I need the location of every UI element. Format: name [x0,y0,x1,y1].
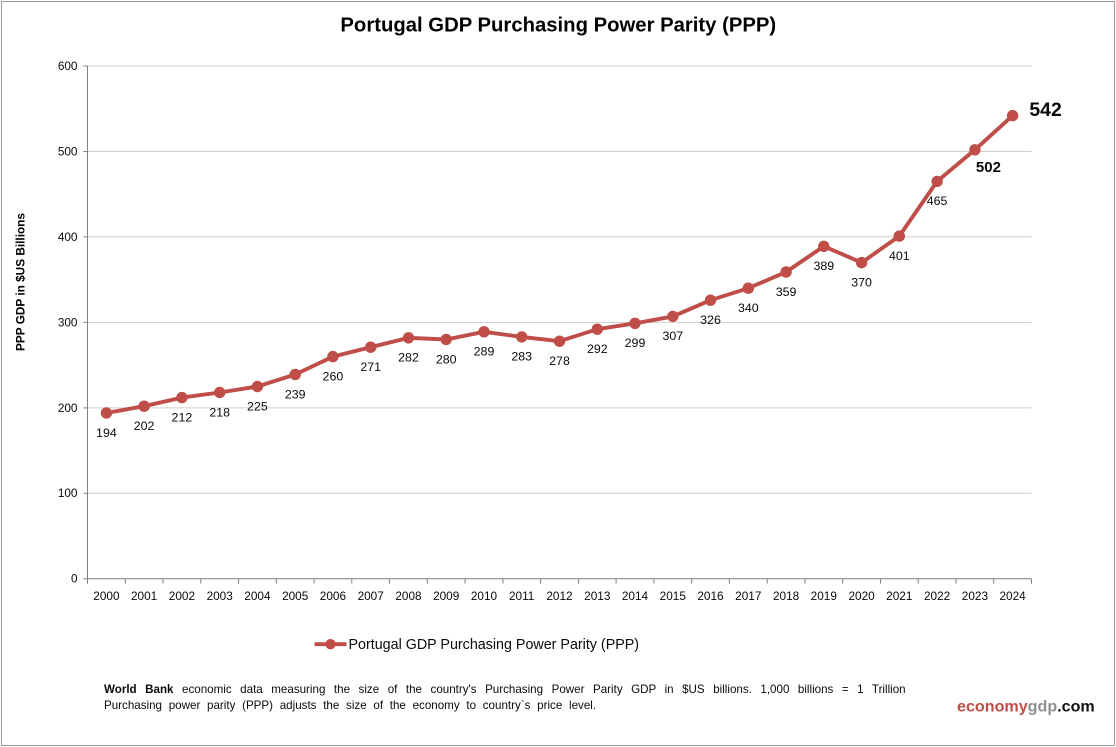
svg-text:2008: 2008 [395,589,422,603]
svg-text:300: 300 [58,315,78,329]
svg-text:2019: 2019 [811,589,837,603]
svg-text:307: 307 [662,329,683,343]
svg-text:2003: 2003 [207,589,234,603]
svg-text:218: 218 [209,405,230,419]
svg-text:2012: 2012 [546,589,572,603]
svg-text:542: 542 [1029,99,1061,121]
svg-text:326: 326 [700,313,721,327]
svg-text:370: 370 [851,275,872,289]
svg-text:2010: 2010 [471,589,498,603]
svg-text:359: 359 [776,285,797,299]
svg-text:340: 340 [738,301,759,315]
svg-text:0: 0 [71,572,78,586]
svg-text:200: 200 [58,401,78,415]
svg-text:292: 292 [587,342,608,356]
svg-text:202: 202 [134,419,155,433]
svg-text:100: 100 [58,486,78,500]
svg-text:401: 401 [889,249,910,263]
svg-text:World Bank economic data meas: World Bank economic data measuring the s… [104,683,906,696]
svg-text:2002: 2002 [169,589,195,603]
svg-text:2004: 2004 [244,589,271,603]
svg-text:2016: 2016 [697,589,724,603]
svg-text:2007: 2007 [358,589,384,603]
svg-text:2015: 2015 [660,589,687,603]
svg-text:2005: 2005 [282,589,309,603]
svg-text:282: 282 [398,351,419,365]
svg-text:2001: 2001 [131,589,157,603]
svg-text:PPP GDP in $US Billions: PPP GDP in $US Billions [14,213,28,351]
svg-text:271: 271 [360,360,381,374]
svg-text:400: 400 [58,230,78,244]
svg-text:2000: 2000 [93,589,120,603]
svg-text:289: 289 [474,345,495,359]
svg-text:465: 465 [927,194,948,208]
svg-text:Purchasing power parity (PPP): Purchasing power parity (PPP) adjusts th… [104,699,596,712]
svg-text:502: 502 [976,159,1001,176]
svg-text:389: 389 [813,259,834,273]
svg-text:283: 283 [511,350,532,364]
svg-text:260: 260 [323,369,344,383]
svg-text:2017: 2017 [735,589,761,603]
svg-text:500: 500 [58,144,78,158]
svg-text:economygdp.com: economygdp.com [957,698,1095,716]
svg-text:2009: 2009 [433,589,459,603]
svg-text:2011: 2011 [509,589,534,603]
svg-text:Portugal GDP Purchasing Power: Portugal GDP Purchasing Power Parity (PP… [340,15,776,37]
svg-text:239: 239 [285,387,306,401]
svg-text:2014: 2014 [622,589,649,603]
svg-text:225: 225 [247,399,268,413]
svg-text:212: 212 [172,410,193,424]
svg-text:2020: 2020 [848,589,875,603]
svg-text:2022: 2022 [924,589,950,603]
svg-text:194: 194 [96,426,117,440]
svg-text:2024: 2024 [999,589,1026,603]
svg-text:278: 278 [549,354,570,368]
svg-text:2023: 2023 [962,589,989,603]
svg-text:Portugal GDP Purchasing Power: Portugal GDP Purchasing Power Parity (PP… [349,637,640,653]
svg-text:2021: 2021 [886,589,912,603]
svg-text:2018: 2018 [773,589,800,603]
svg-text:299: 299 [625,336,646,350]
svg-text:2013: 2013 [584,589,611,603]
svg-text:280: 280 [436,352,457,366]
svg-text:600: 600 [58,59,78,73]
svg-text:2006: 2006 [320,589,347,603]
